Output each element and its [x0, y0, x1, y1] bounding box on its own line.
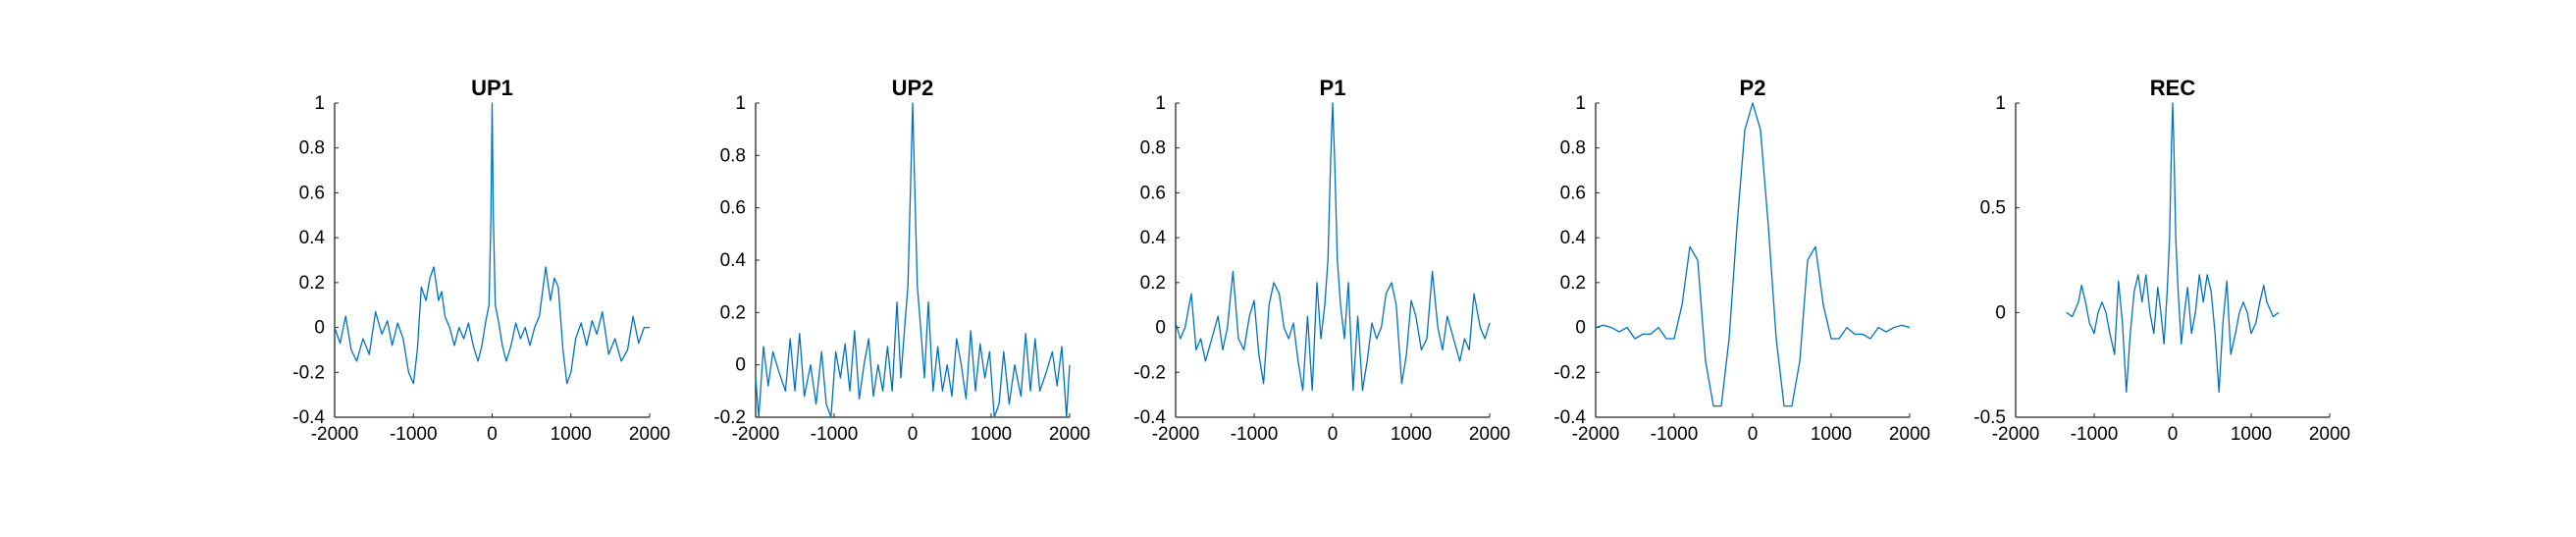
y-tick-label: 0.6: [1560, 183, 1586, 203]
y-tick-label: 0.8: [1140, 138, 1166, 159]
x-tick-label: 2000: [629, 424, 670, 445]
y-tick-label: 0.2: [720, 302, 746, 323]
x-tick-label: -2000: [311, 424, 359, 445]
y-tick-label: -0.4: [1553, 407, 1586, 428]
y-tick-label: 1: [1995, 93, 2006, 114]
y-tick-label: 0.2: [1560, 273, 1586, 294]
series-line: [334, 102, 650, 385]
x-tick-label: 0: [487, 424, 498, 445]
x-tick-label: -1000: [2071, 424, 2119, 445]
x-tick-label: 1000: [971, 424, 1012, 445]
y-tick-label: 1: [1575, 93, 1586, 114]
x-tick-label: 1000: [1391, 424, 1432, 445]
y-tick-label: 0: [1995, 302, 2006, 323]
y-tick-label: -0.2: [713, 407, 746, 428]
x-tick-label: 0: [2168, 424, 2179, 445]
y-tick-label: 0.2: [299, 273, 325, 294]
x-tick-label: -2000: [1992, 424, 2040, 445]
x-tick-label: 0: [1748, 424, 1759, 445]
subplot-title: P2: [1740, 76, 1766, 100]
subplot-up2: UP2 -2000 -1000 0 1000 2000 -0.2 0 0.2 0.4 0.6 0.8 1: [713, 76, 1090, 445]
y-tick-label: 1: [1155, 93, 1166, 114]
y-tick-label: 0: [735, 355, 746, 376]
x-tick-label: 1000: [2231, 424, 2272, 445]
y-tick-label: 0: [1155, 318, 1166, 339]
x-tick-label: 0: [908, 424, 919, 445]
y-tick-label: -0.4: [292, 407, 325, 428]
y-tick-label: 0.5: [1980, 198, 2006, 219]
x-tick-label: -2000: [1572, 424, 1620, 445]
x-tick-label: -2000: [1152, 424, 1200, 445]
x-tick-label: -1000: [811, 424, 859, 445]
y-tick-label: 0: [1575, 318, 1586, 339]
y-tick-label: 1: [735, 93, 746, 114]
y-tick-label: -0.5: [1973, 407, 2006, 428]
x-tick-label: -2000: [732, 424, 780, 445]
x-tick-label: 1000: [1811, 424, 1852, 445]
x-tick-label: 1000: [551, 424, 592, 445]
y-tick-label: 0.4: [1560, 228, 1587, 248]
series-line: [1175, 102, 1491, 392]
subplot-rec: REC -2000 -1000 0 1000 2000 -0.5 0 0.5 1: [1973, 76, 2350, 445]
y-tick-label: 0.4: [720, 250, 747, 271]
x-tick-label: 2000: [1889, 424, 1930, 445]
y-tick-label: 0.4: [299, 228, 326, 248]
x-tick-label: -1000: [1651, 424, 1699, 445]
series-line: [1595, 102, 1911, 407]
y-tick-label: 0.6: [1140, 183, 1166, 203]
x-tick-label: -1000: [1231, 424, 1279, 445]
y-tick-label: -0.2: [292, 362, 325, 383]
x-tick-label: -1000: [390, 424, 438, 445]
y-tick-label: 0.8: [1560, 138, 1586, 159]
series-line: [755, 102, 1071, 418]
subplot-p1: P1 -2000 -1000 0 1000 2000 -0.4 -0.2 0 0.2 0.4 0.6 0…: [1133, 76, 1510, 445]
y-tick-label: 0.4: [1140, 228, 1167, 248]
subplot-title: UP1: [471, 76, 513, 100]
subplot-up1: UP1 -2000 -1000 0 1000 2000 -0.4 -0.2 0 0.2 0.4 0.6…: [292, 76, 670, 445]
y-tick-label: 0: [314, 318, 325, 339]
y-tick-label: -0.2: [1553, 362, 1586, 383]
y-tick-label: -0.2: [1133, 362, 1166, 383]
y-tick-label: -0.4: [1133, 407, 1166, 428]
y-tick-label: 0.6: [720, 198, 746, 219]
y-tick-label: 0.2: [1140, 273, 1166, 294]
series-line: [2066, 102, 2280, 394]
x-tick-label: 2000: [1469, 424, 1510, 445]
y-tick-label: 0.8: [720, 145, 746, 166]
subplot-p2: P2 -2000 -1000 0 1000 2000 -0.4 -0.2 0 0.2 0.4 0.6 0…: [1553, 76, 1930, 445]
x-tick-label: 2000: [2309, 424, 2350, 445]
y-tick-label: 1: [314, 93, 325, 114]
subplot-title: UP2: [892, 76, 934, 100]
y-tick-label: 0.6: [299, 183, 325, 203]
subplot-title: REC: [2150, 76, 2196, 100]
x-tick-label: 0: [1328, 424, 1339, 445]
y-tick-label: 0.8: [299, 138, 325, 159]
x-tick-label: 2000: [1049, 424, 1090, 445]
subplot-title: P1: [1320, 76, 1346, 100]
